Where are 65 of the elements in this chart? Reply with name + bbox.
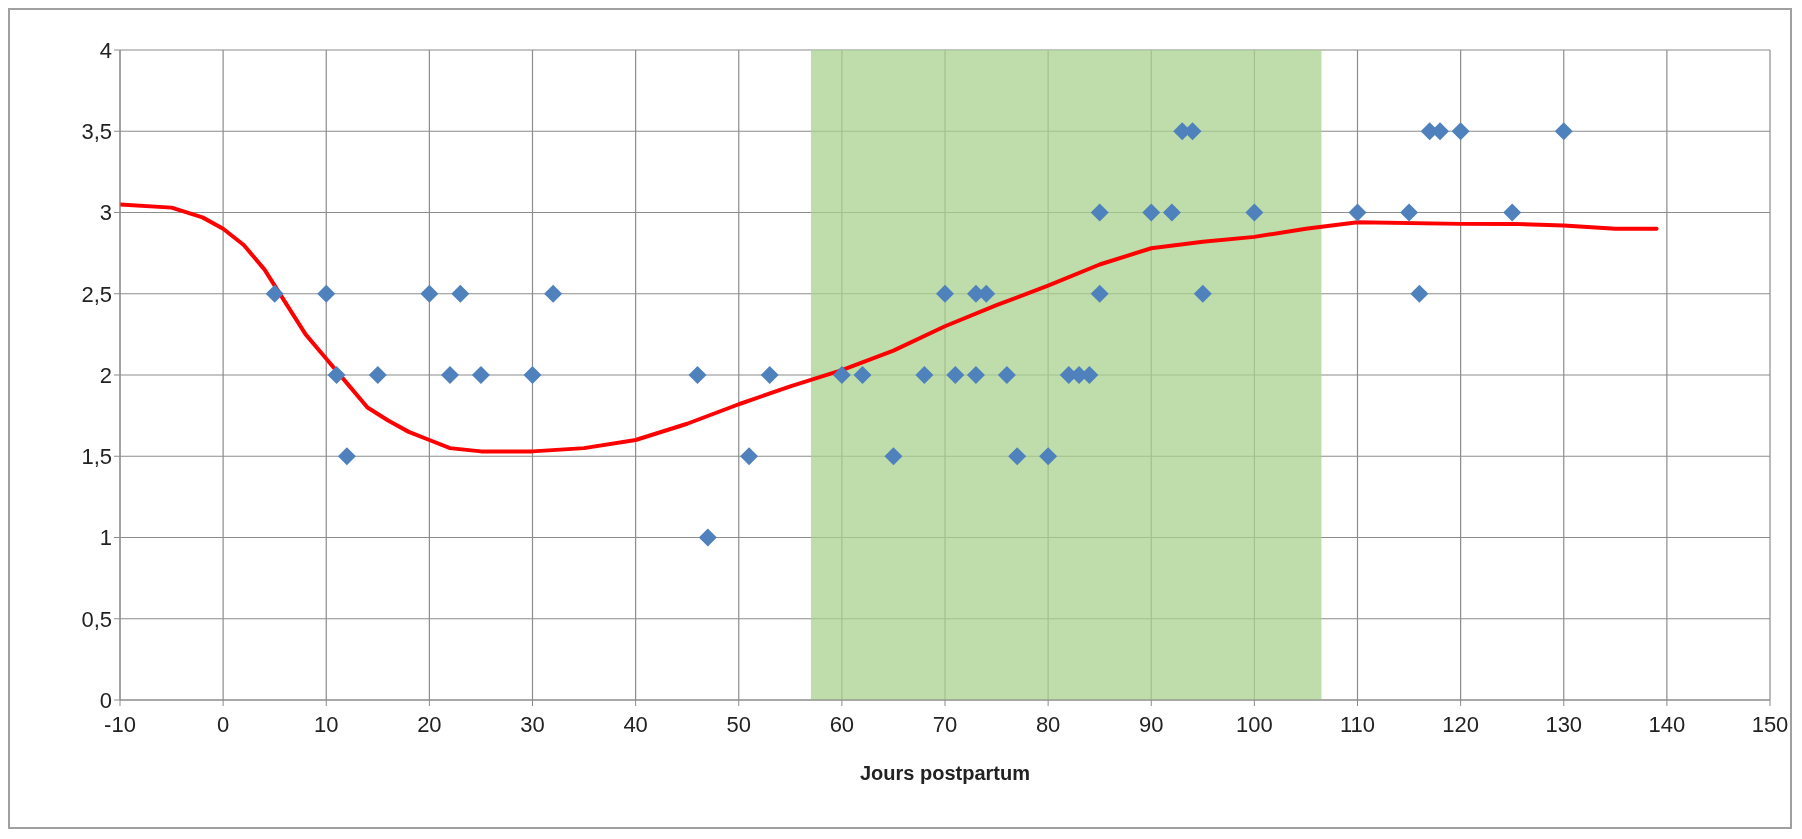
x-tick-label: 20 bbox=[417, 711, 442, 737]
point bbox=[420, 284, 439, 303]
point bbox=[1451, 122, 1470, 141]
x-axis-title: Jours postpartum bbox=[859, 762, 1031, 784]
point bbox=[1503, 203, 1522, 222]
point bbox=[1162, 203, 1181, 222]
x-tick-label: 30 bbox=[520, 711, 545, 737]
point bbox=[915, 366, 934, 384]
point bbox=[1348, 203, 1367, 222]
x-tick-label: 10 bbox=[314, 711, 339, 737]
x-tick-label: 90 bbox=[1139, 711, 1164, 737]
y-tick-label: 0 bbox=[99, 687, 112, 713]
point bbox=[966, 366, 985, 384]
point bbox=[936, 284, 954, 303]
point bbox=[265, 284, 284, 303]
point bbox=[1410, 284, 1429, 303]
x-tick-label: 40 bbox=[623, 711, 648, 737]
y-tick-label: 1,5 bbox=[81, 444, 112, 470]
point bbox=[740, 447, 759, 466]
point bbox=[441, 366, 459, 384]
point bbox=[1090, 203, 1109, 222]
point bbox=[884, 447, 903, 466]
point bbox=[698, 528, 717, 547]
x-tick-label: 80 bbox=[1035, 711, 1061, 737]
x-tick-label: 150 bbox=[1751, 711, 1789, 737]
point bbox=[853, 366, 872, 384]
y-tick-label: 2,5 bbox=[81, 281, 112, 307]
point bbox=[1193, 284, 1212, 303]
point bbox=[1090, 284, 1109, 303]
x-tick-label: 0 bbox=[217, 711, 230, 737]
point bbox=[688, 366, 707, 384]
point bbox=[327, 366, 346, 384]
point bbox=[997, 366, 1016, 384]
point bbox=[368, 366, 387, 384]
x-tick-label: 140 bbox=[1648, 711, 1686, 737]
point bbox=[471, 366, 490, 384]
x-tick-label: 50 bbox=[726, 711, 751, 737]
point bbox=[946, 366, 965, 384]
point bbox=[1039, 447, 1058, 466]
y-tick-label: 1 bbox=[99, 525, 112, 551]
point bbox=[1142, 203, 1161, 222]
y-tick-label: 4 bbox=[99, 37, 112, 63]
x-tick-label: 120 bbox=[1442, 711, 1479, 737]
line-series bbox=[120, 202, 1659, 454]
point bbox=[1008, 447, 1027, 466]
y-tick-label: 0,5 bbox=[81, 606, 112, 632]
point bbox=[337, 447, 356, 466]
point bbox=[1245, 203, 1264, 222]
x-tick-label: 60 bbox=[829, 711, 855, 737]
point bbox=[832, 366, 851, 384]
point bbox=[544, 284, 563, 303]
point bbox=[1554, 122, 1573, 141]
x-tick-label: 100 bbox=[1236, 711, 1273, 737]
y-tick-label: 3,5 bbox=[81, 119, 112, 145]
x-tick-label: -10 bbox=[104, 711, 136, 737]
point bbox=[523, 366, 542, 384]
y-tick-label: 3 bbox=[99, 200, 112, 226]
x-tick-label: 130 bbox=[1545, 711, 1583, 737]
y-tick-label: 2 bbox=[99, 362, 112, 388]
point bbox=[1400, 203, 1419, 222]
point bbox=[317, 284, 336, 303]
x-tick-label: 70 bbox=[932, 711, 958, 737]
point bbox=[451, 284, 470, 303]
point bbox=[760, 366, 779, 384]
x-tick-label: 110 bbox=[1339, 711, 1376, 737]
